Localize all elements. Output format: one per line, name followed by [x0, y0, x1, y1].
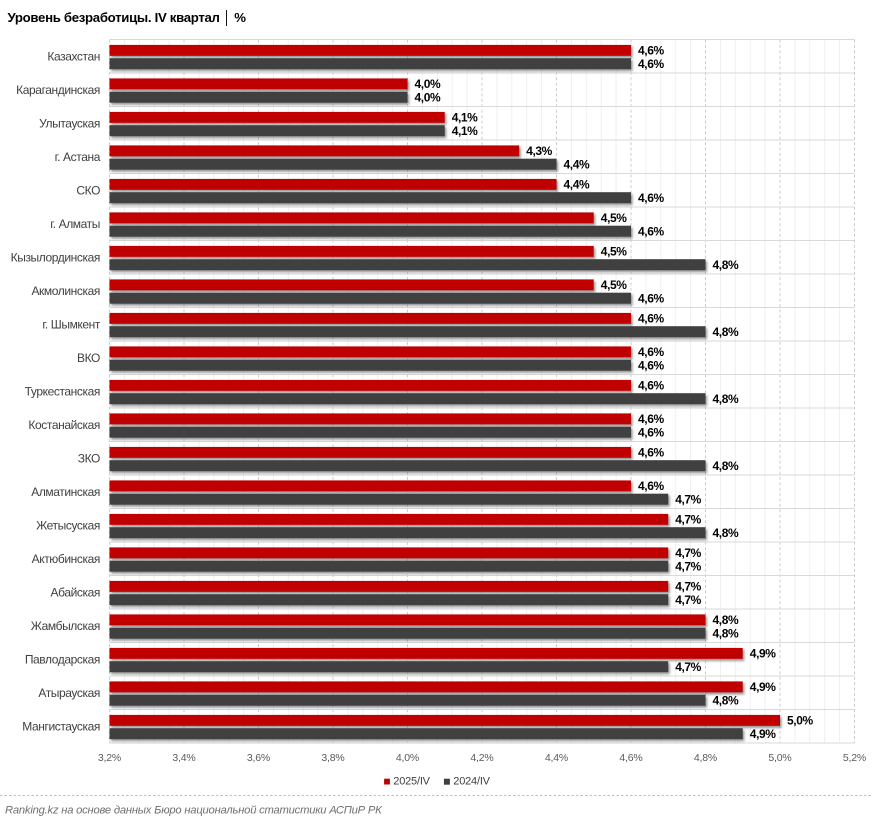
svg-text:3,4%: 3,4%	[172, 752, 195, 764]
svg-text:4,4%: 4,4%	[564, 158, 590, 172]
svg-text:Абайская: Абайская	[51, 585, 100, 599]
svg-text:Казахстан: Казахстан	[47, 49, 100, 63]
svg-text:4,7%: 4,7%	[675, 593, 701, 607]
svg-text:4,6%: 4,6%	[638, 225, 664, 239]
svg-text:4,5%: 4,5%	[601, 278, 627, 292]
svg-text:г. Астана: г. Астана	[55, 150, 101, 164]
svg-text:4,8%: 4,8%	[713, 613, 739, 627]
svg-text:4,8%: 4,8%	[713, 694, 739, 708]
svg-text:4,9%: 4,9%	[750, 727, 776, 741]
svg-text:4,1%: 4,1%	[452, 111, 478, 125]
svg-text:4,1%: 4,1%	[452, 124, 478, 138]
svg-text:4,8%: 4,8%	[713, 627, 739, 641]
svg-text:2025/IV: 2025/IV	[393, 776, 430, 788]
svg-text:4,7%: 4,7%	[675, 580, 701, 594]
svg-text:4,6%: 4,6%	[638, 446, 664, 460]
svg-text:4,0%: 4,0%	[415, 77, 441, 91]
svg-text:4,6%: 4,6%	[638, 44, 664, 58]
svg-text:4,6%: 4,6%	[638, 345, 664, 359]
svg-text:Мангистауская: Мангистауская	[22, 719, 100, 733]
svg-text:3,6%: 3,6%	[247, 752, 270, 764]
svg-text:4,6%: 4,6%	[638, 379, 664, 393]
svg-text:Уровень безработицы. IV кварта: Уровень безработицы. IV квартал │ %	[8, 10, 247, 26]
svg-text:4,4%: 4,4%	[545, 752, 568, 764]
svg-text:4,4%: 4,4%	[564, 178, 590, 192]
svg-text:Актюбинская: Актюбинская	[32, 552, 100, 566]
svg-text:Акмолинская: Акмолинская	[31, 284, 100, 298]
svg-text:Алматинская: Алматинская	[31, 485, 100, 499]
svg-text:4,6%: 4,6%	[638, 479, 664, 493]
svg-text:4,6%: 4,6%	[619, 752, 642, 764]
svg-text:4,6%: 4,6%	[638, 292, 664, 306]
svg-text:4,0%: 4,0%	[415, 91, 441, 105]
svg-text:4,6%: 4,6%	[638, 359, 664, 373]
svg-text:Кызылординская: Кызылординская	[11, 250, 100, 264]
svg-text:5,2%: 5,2%	[843, 752, 866, 764]
svg-text:4,8%: 4,8%	[713, 392, 739, 406]
svg-text:Ranking.kz на основе данных Бю: Ranking.kz на основе данных Бюро национа…	[5, 805, 383, 817]
svg-text:4,6%: 4,6%	[638, 412, 664, 426]
svg-text:4,9%: 4,9%	[750, 647, 776, 661]
svg-text:3,8%: 3,8%	[321, 752, 344, 764]
svg-text:4,8%: 4,8%	[713, 526, 739, 540]
svg-text:4,6%: 4,6%	[638, 191, 664, 205]
svg-text:4,9%: 4,9%	[750, 680, 776, 694]
svg-text:Костанайская: Костанайская	[28, 418, 100, 432]
svg-text:4,5%: 4,5%	[601, 245, 627, 259]
svg-text:4,8%: 4,8%	[713, 459, 739, 473]
svg-text:4,7%: 4,7%	[675, 493, 701, 507]
svg-text:4,6%: 4,6%	[638, 426, 664, 440]
svg-text:г. Алматы: г. Алматы	[50, 217, 100, 231]
svg-text:4,7%: 4,7%	[675, 660, 701, 674]
svg-text:4,8%: 4,8%	[713, 258, 739, 272]
svg-text:4,2%: 4,2%	[470, 752, 493, 764]
svg-text:5,0%: 5,0%	[768, 752, 791, 764]
svg-text:Улытауская: Улытауская	[39, 116, 100, 130]
svg-text:ЗКО: ЗКО	[78, 451, 100, 465]
svg-text:Карагандинская: Карагандинская	[16, 83, 100, 97]
svg-text:Жетысуская: Жетысуская	[36, 518, 100, 532]
svg-text:5,0%: 5,0%	[787, 714, 813, 728]
svg-text:Павлодарская: Павлодарская	[25, 652, 100, 666]
svg-text:4,7%: 4,7%	[675, 560, 701, 574]
svg-text:4,3%: 4,3%	[526, 144, 552, 158]
svg-text:СКО: СКО	[76, 183, 100, 197]
svg-text:4,6%: 4,6%	[638, 312, 664, 326]
svg-text:4,6%: 4,6%	[638, 57, 664, 71]
svg-text:4,0%: 4,0%	[396, 752, 419, 764]
svg-text:4,7%: 4,7%	[675, 513, 701, 527]
svg-text:3,2%: 3,2%	[98, 752, 121, 764]
svg-text:4,8%: 4,8%	[713, 325, 739, 339]
svg-text:г. Шымкент: г. Шымкент	[42, 317, 101, 331]
svg-text:4,8%: 4,8%	[694, 752, 717, 764]
svg-text:Жамбылская: Жамбылская	[31, 619, 100, 633]
svg-text:2024/IV: 2024/IV	[453, 776, 490, 788]
svg-text:Туркестанская: Туркестанская	[25, 384, 100, 398]
svg-text:4,7%: 4,7%	[675, 546, 701, 560]
svg-text:Атырауская: Атырауская	[38, 686, 100, 700]
svg-text:ВКО: ВКО	[77, 351, 100, 365]
svg-text:4,5%: 4,5%	[601, 211, 627, 225]
